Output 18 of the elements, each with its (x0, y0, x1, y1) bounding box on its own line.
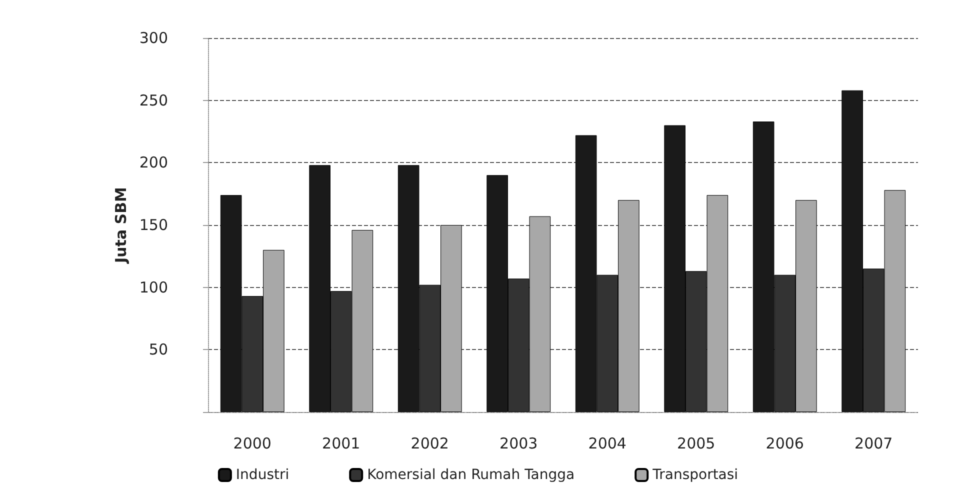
x-tick-label: 2000 (233, 434, 272, 452)
legend-label: Transportasi (652, 467, 738, 483)
y-tick-label: 150 (139, 216, 168, 234)
legend-label: Industri (236, 467, 290, 483)
x-tick-label: 2007 (854, 434, 893, 452)
x-tick-label: 2002 (410, 434, 449, 452)
y-tick-label: 100 (139, 278, 168, 296)
x-tick-label: 2003 (500, 434, 538, 452)
y-tick-label: 250 (139, 91, 168, 110)
y-tick-label: 300 (139, 29, 168, 47)
y-tick-label: 200 (139, 154, 168, 172)
x-tick-label: 2006 (766, 434, 804, 452)
x-tick-label: 2001 (322, 434, 360, 452)
x-tick-label: 2005 (677, 434, 716, 452)
y-tick-label: 50 (148, 340, 168, 359)
legend-label: Komersial dan Rumah Tangga (367, 467, 575, 483)
x-tick-label: 2004 (588, 434, 626, 452)
y-axis-title: Juta SBM (112, 187, 130, 264)
